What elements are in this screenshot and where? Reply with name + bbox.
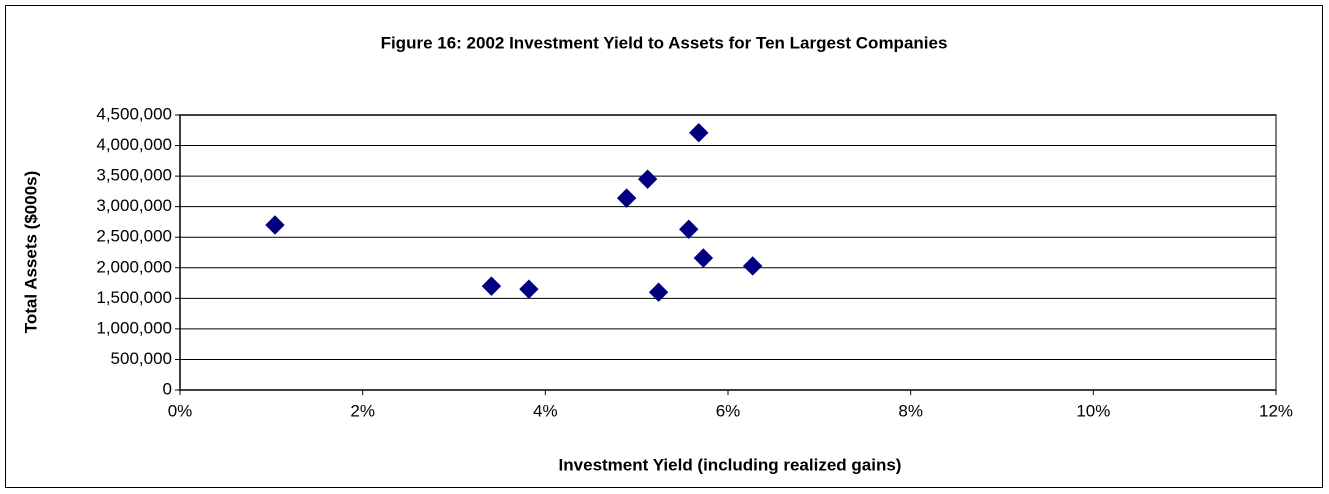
- point: [616, 188, 637, 208]
- point: [689, 123, 709, 143]
- y-tick-label: 2,500,000: [96, 227, 172, 246]
- x-tick-label: 2%: [350, 401, 375, 420]
- x-tick-label: 0%: [168, 401, 193, 420]
- x-tick-label: 10%: [1076, 401, 1110, 420]
- point: [742, 256, 763, 276]
- y-tick-label: 4,500,000: [96, 104, 172, 123]
- y-tick-label: 3,500,000: [96, 166, 172, 185]
- point: [679, 219, 699, 239]
- point: [481, 276, 502, 296]
- point: [265, 215, 285, 235]
- point: [637, 169, 658, 189]
- point: [693, 248, 714, 268]
- chart-title: Figure 16: 2002 Investment Yield to Asse…: [381, 33, 948, 52]
- y-tick-label: 4,000,000: [96, 135, 172, 154]
- point: [648, 282, 669, 302]
- x-tick-label: 4%: [533, 401, 558, 420]
- point: [519, 279, 539, 299]
- x-axis-label: Investment Yield (including realized gai…: [559, 455, 902, 474]
- x-tick-label: 6%: [716, 401, 741, 420]
- y-tick-label: 1,000,000: [96, 318, 172, 337]
- y-tick-label: 1,500,000: [96, 288, 172, 307]
- y-tick-label: 2,000,000: [96, 257, 172, 276]
- y-axis-label: Total Assets ($000s): [21, 171, 40, 334]
- y-tick-label: 500,000: [111, 349, 172, 368]
- x-tick-label: 8%: [898, 401, 923, 420]
- x-tick-label: 12%: [1259, 401, 1293, 420]
- y-tick-label: 3,000,000: [96, 196, 172, 215]
- y-tick-label: 0: [163, 379, 172, 398]
- plot-area: [179, 114, 1277, 391]
